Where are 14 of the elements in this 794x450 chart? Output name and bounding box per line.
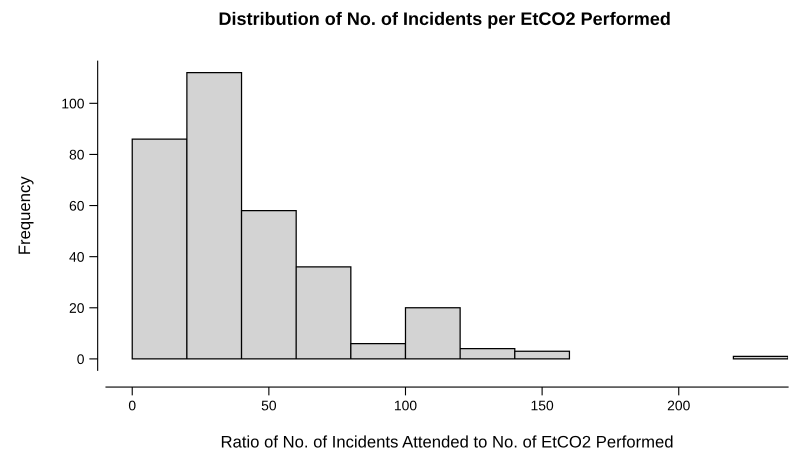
y-tick-label: 80 <box>70 150 84 160</box>
y-tick-label: 20 <box>70 303 84 313</box>
y-axis-title: Frequency <box>18 176 34 254</box>
x-tick-label: 50 <box>262 400 276 410</box>
x-tick-label: 150 <box>532 400 554 410</box>
x-tick-label: 100 <box>394 400 417 410</box>
x-axis-title: Ratio of No. of Incidents Attended to No. of EtCO2 Performed <box>222 435 672 448</box>
y-tick-label: 0 <box>77 354 84 364</box>
y-tick-label: 40 <box>69 252 84 262</box>
y-tick-label: 100 <box>62 98 84 108</box>
y-tick-label: 60 <box>70 200 84 211</box>
chart-title: Distribution of No. of Incidents per EtCO2 Performed <box>220 12 670 29</box>
x-tick-label: 200 <box>668 400 690 410</box>
x-tick-label: 0 <box>128 400 136 410</box>
